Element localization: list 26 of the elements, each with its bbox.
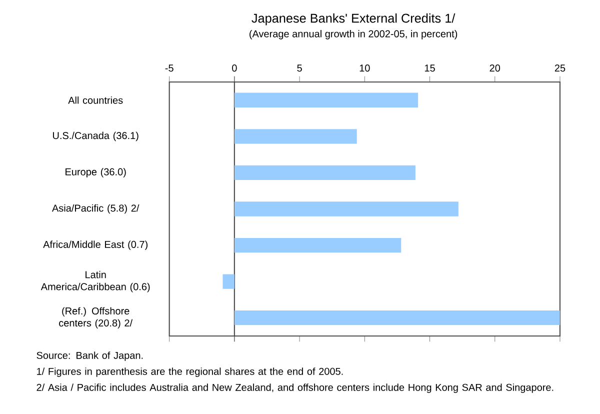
x-tick-label: 5 bbox=[297, 64, 302, 72]
y-tick-label: (Ref.) Offshore centers (20.8) 2/ bbox=[59, 307, 133, 328]
y-tick-label: U.S./Canada (36.1) bbox=[53, 132, 138, 142]
source-note: Source: Bank of Japan. bbox=[36, 352, 143, 361]
y-tick-label: Europe (36.0) bbox=[66, 168, 126, 178]
x-tick-label: 15 bbox=[424, 64, 435, 72]
bar bbox=[234, 92, 418, 108]
chart-subtitle: (Average annual growth in 2002-05, in percent) bbox=[250, 30, 458, 40]
bar bbox=[234, 165, 416, 180]
x-tick-label: 10 bbox=[360, 64, 370, 72]
x-tick-label: -5 bbox=[165, 64, 174, 72]
y-tick-label: Asia/Pacific (5.8) 2/ bbox=[52, 204, 140, 214]
y-tick-label: All countries bbox=[68, 96, 123, 104]
y-tick-label: Latin America/Caribbean (0.6) bbox=[40, 270, 150, 292]
chart-title: Japanese Banks' External Credits 1/ bbox=[252, 13, 456, 26]
bar bbox=[222, 274, 234, 289]
bar bbox=[234, 202, 458, 216]
bar bbox=[234, 310, 560, 326]
y-tick-label: Africa/Middle East (0.7) bbox=[43, 240, 148, 250]
x-tick-label: 25 bbox=[554, 64, 566, 72]
bar bbox=[234, 129, 357, 144]
x-tick-label: 0 bbox=[232, 64, 237, 72]
text: 2/ Asia / Pacific includes Australia and New Zealand, and offshore centers include Hong Kong SAR and Singapore. bbox=[36, 384, 554, 393]
text: 1/ Figures in parenthesis are the regional shares at the end of 2005. bbox=[37, 368, 343, 377]
bar bbox=[234, 238, 402, 253]
x-tick-label: 20 bbox=[490, 64, 500, 72]
